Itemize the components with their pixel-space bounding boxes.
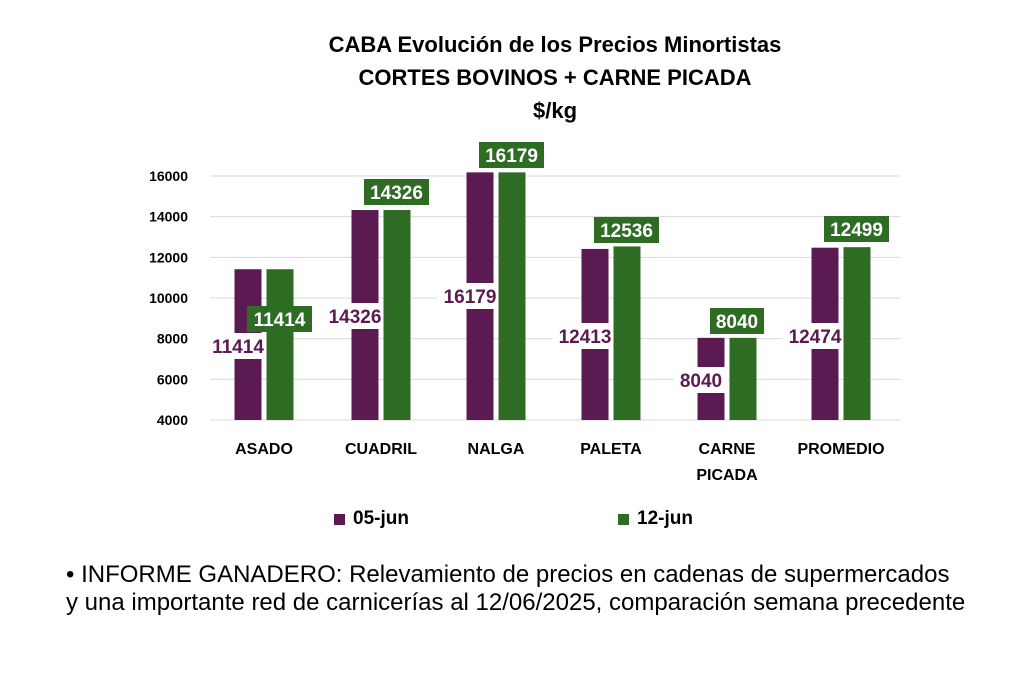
chart-titles: CABA Evolución de los Precios Minortista…: [0, 28, 1024, 127]
data-label: 8040: [716, 312, 758, 333]
x-category-label: PROMEDIO: [797, 441, 884, 458]
chart-subtitle: CORTES BOVINOS + CARNE PICADA: [358, 65, 752, 90]
data-label-box: [594, 217, 659, 243]
bar-chart: 4000 6000 8000 10000 12000 14000 16000 11414 114…: [149, 142, 900, 484]
data-label-box: [824, 216, 889, 242]
data-label: 14326: [370, 183, 423, 204]
data-label: 12499: [830, 220, 883, 241]
data-label-box: [552, 323, 618, 349]
legend-swatch-05-jun: [334, 513, 345, 525]
data-label: 11414: [254, 310, 306, 331]
data-label: 12474: [789, 327, 842, 348]
y-tick-label: 4000: [157, 412, 188, 428]
legend-swatch-12-jun: [618, 513, 629, 525]
legend-item-05-jun: 05-jun: [334, 508, 409, 530]
report-note: • INFORME GANADERO: Relevamiento de prec…: [66, 561, 966, 616]
bar-12-jun-paleta: [613, 246, 641, 420]
data-label: 14326: [329, 307, 382, 328]
data-label-box: [364, 179, 429, 205]
chart-title: CABA Evolución de los Precios Minortista…: [328, 32, 782, 57]
legend-label-12-jun: 12-jun: [637, 508, 693, 529]
y-tick-label: 8000: [157, 331, 188, 347]
data-label: 12536: [600, 221, 653, 242]
x-category-label: CUADRIL: [345, 441, 417, 458]
data-label-box: [782, 323, 848, 349]
x-category-label: PICADA: [696, 467, 758, 484]
y-tick-label: 16000: [149, 168, 188, 184]
y-tick-label: 6000: [157, 371, 188, 387]
bar-12-jun-carne-picada: [729, 337, 757, 420]
data-label-box: [437, 283, 503, 309]
x-category-label: NALGA: [468, 441, 525, 458]
bar-12-jun-nalga: [498, 172, 526, 420]
bar-12-jun-promedio: [843, 247, 871, 420]
data-label-box: [247, 306, 312, 332]
y-tick-label: 12000: [149, 249, 188, 265]
data-label-box: [322, 303, 388, 329]
data-label-box: [674, 367, 728, 393]
data-label-box: [205, 333, 271, 359]
legend-item-12-jun: 12-jun: [618, 508, 693, 530]
x-category-label: ASADO: [235, 441, 293, 458]
data-label: 11414: [212, 337, 264, 358]
y-tick-label: 10000: [149, 290, 188, 306]
data-label-box: [479, 142, 544, 168]
legend-label-05-jun: 05-jun: [353, 508, 409, 529]
bar-12-jun-asado: [266, 269, 294, 420]
chart-unit: $/kg: [532, 98, 578, 123]
data-label: 16179: [485, 146, 538, 167]
y-tick-label: 14000: [149, 209, 188, 225]
data-label: 12413: [559, 327, 612, 348]
data-label: 16179: [444, 287, 497, 308]
data-label-box: [710, 308, 764, 334]
x-category-label: CARNE: [699, 441, 756, 458]
x-category-label: PALETA: [580, 441, 642, 458]
bar-12-jun-cuadril: [383, 210, 411, 420]
data-label: 8040: [680, 371, 722, 392]
